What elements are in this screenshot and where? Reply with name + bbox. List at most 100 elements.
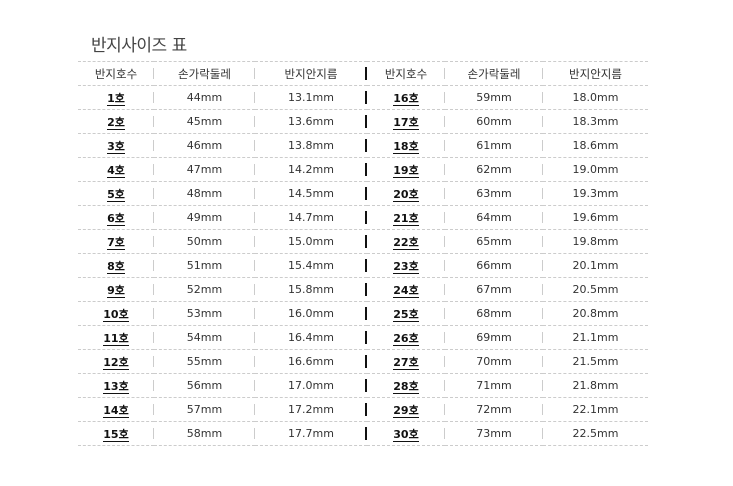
finger-circumference-cell: 70mm	[445, 349, 543, 374]
ring-size-label: 26호	[393, 331, 419, 346]
ring-size-label: 11호	[103, 331, 129, 346]
ring-size-label: 10호	[103, 307, 129, 322]
inner-diameter-cell: 16.4mm	[255, 325, 367, 350]
ring-size-cell: 2호	[78, 109, 154, 134]
ring-size-cell: 20호	[367, 181, 445, 206]
ring-size-cell: 27호	[367, 349, 445, 374]
finger-circumference-cell: 71mm	[445, 373, 543, 398]
column-header: 손가락둘레	[154, 61, 255, 86]
ring-size-label: 20호	[393, 187, 419, 202]
finger-circumference-cell: 67mm	[445, 277, 543, 302]
table-row: 5호 48mm 14.5mm 20호 63mm 19.3mm	[78, 181, 648, 206]
finger-circumference-cell: 56mm	[154, 373, 255, 398]
finger-circumference-cell: 50mm	[154, 229, 255, 254]
finger-circumference-cell: 62mm	[445, 157, 543, 182]
finger-circumference-cell: 49mm	[154, 205, 255, 230]
inner-diameter-cell: 21.5mm	[543, 349, 648, 374]
ring-size-label: 4호	[107, 163, 125, 178]
ring-size-cell: 30호	[367, 421, 445, 446]
inner-diameter-cell: 15.8mm	[255, 277, 367, 302]
finger-circumference-cell: 68mm	[445, 301, 543, 326]
table-row: 1호 44mm 13.1mm 16호 59mm 18.0mm	[78, 85, 648, 110]
ring-size-label: 2호	[107, 115, 125, 130]
ring-size-cell: 4호	[78, 157, 154, 182]
ring-size-label: 7호	[107, 235, 125, 250]
inner-diameter-cell: 19.8mm	[543, 229, 648, 254]
ring-size-cell: 25호	[367, 301, 445, 326]
ring-size-cell: 14호	[78, 397, 154, 422]
page-title: 반지사이즈 표	[91, 36, 187, 56]
finger-circumference-cell: 61mm	[445, 133, 543, 158]
inner-diameter-cell: 22.5mm	[543, 421, 648, 446]
finger-circumference-cell: 47mm	[154, 157, 255, 182]
ring-size-cell: 29호	[367, 397, 445, 422]
ring-size-cell: 6호	[78, 205, 154, 230]
table-row: 8호 51mm 15.4mm 23호 66mm 20.1mm	[78, 253, 648, 278]
table-row: 3호 46mm 13.8mm 18호 61mm 18.6mm	[78, 133, 648, 158]
ring-size-cell: 23호	[367, 253, 445, 278]
finger-circumference-cell: 63mm	[445, 181, 543, 206]
table-row: 12호 55mm 16.6mm 27호 70mm 21.5mm	[78, 349, 648, 374]
column-header: 반지호수	[78, 61, 154, 86]
ring-size-cell: 5호	[78, 181, 154, 206]
ring-size-cell: 1호	[78, 85, 154, 110]
table-row: 4호 47mm 14.2mm 19호 62mm 19.0mm	[78, 157, 648, 182]
ring-size-cell: 22호	[367, 229, 445, 254]
finger-circumference-cell: 69mm	[445, 325, 543, 350]
finger-circumference-cell: 60mm	[445, 109, 543, 134]
column-header: 손가락둘레	[445, 61, 543, 86]
table-row: 10호 53mm 16.0mm 25호 68mm 20.8mm	[78, 301, 648, 326]
inner-diameter-cell: 15.0mm	[255, 229, 367, 254]
table-row: 9호 52mm 15.8mm 24호 67mm 20.5mm	[78, 277, 648, 302]
inner-diameter-cell: 14.2mm	[255, 157, 367, 182]
finger-circumference-cell: 66mm	[445, 253, 543, 278]
ring-size-cell: 17호	[367, 109, 445, 134]
inner-diameter-cell: 17.7mm	[255, 421, 367, 446]
inner-diameter-cell: 18.6mm	[543, 133, 648, 158]
ring-size-label: 30호	[393, 427, 419, 442]
ring-size-label: 16호	[393, 91, 419, 106]
ring-size-cell: 11호	[78, 325, 154, 350]
ring-size-label: 5호	[107, 187, 125, 202]
ring-size-cell: 24호	[367, 277, 445, 302]
inner-diameter-cell: 21.8mm	[543, 373, 648, 398]
ring-size-cell: 10호	[78, 301, 154, 326]
finger-circumference-cell: 55mm	[154, 349, 255, 374]
inner-diameter-cell: 20.5mm	[543, 277, 648, 302]
finger-circumference-cell: 59mm	[445, 85, 543, 110]
table-row: 7호 50mm 15.0mm 22호 65mm 19.8mm	[78, 229, 648, 254]
inner-diameter-cell: 13.1mm	[255, 85, 367, 110]
inner-diameter-cell: 16.0mm	[255, 301, 367, 326]
table-row: 14호 57mm 17.2mm 29호 72mm 22.1mm	[78, 397, 648, 422]
inner-diameter-cell: 19.0mm	[543, 157, 648, 182]
ring-size-cell: 21호	[367, 205, 445, 230]
inner-diameter-cell: 18.0mm	[543, 85, 648, 110]
ring-size-label: 25호	[393, 307, 419, 322]
ring-size-label: 29호	[393, 403, 419, 418]
inner-diameter-cell: 13.6mm	[255, 109, 367, 134]
inner-diameter-cell: 13.8mm	[255, 133, 367, 158]
finger-circumference-cell: 52mm	[154, 277, 255, 302]
inner-diameter-cell: 14.5mm	[255, 181, 367, 206]
table-row: 11호 54mm 16.4mm 26호 69mm 21.1mm	[78, 325, 648, 350]
inner-diameter-cell: 15.4mm	[255, 253, 367, 278]
ring-size-cell: 9호	[78, 277, 154, 302]
finger-circumference-cell: 54mm	[154, 325, 255, 350]
inner-diameter-cell: 18.3mm	[543, 109, 648, 134]
ring-size-label: 1호	[107, 91, 125, 106]
table-row: 6호 49mm 14.7mm 21호 64mm 19.6mm	[78, 205, 648, 230]
finger-circumference-cell: 48mm	[154, 181, 255, 206]
column-header: 반지안지름	[543, 61, 648, 86]
ring-size-label: 12호	[103, 355, 129, 370]
column-header: 반지호수	[367, 61, 445, 86]
ring-size-label: 15호	[103, 427, 129, 442]
inner-diameter-cell: 22.1mm	[543, 397, 648, 422]
ring-size-label: 24호	[393, 283, 419, 298]
ring-size-label: 23호	[393, 259, 419, 274]
finger-circumference-cell: 45mm	[154, 109, 255, 134]
ring-size-label: 6호	[107, 211, 125, 226]
ring-size-label: 3호	[107, 139, 125, 154]
finger-circumference-cell: 64mm	[445, 205, 543, 230]
finger-circumference-cell: 65mm	[445, 229, 543, 254]
ring-size-cell: 19호	[367, 157, 445, 182]
